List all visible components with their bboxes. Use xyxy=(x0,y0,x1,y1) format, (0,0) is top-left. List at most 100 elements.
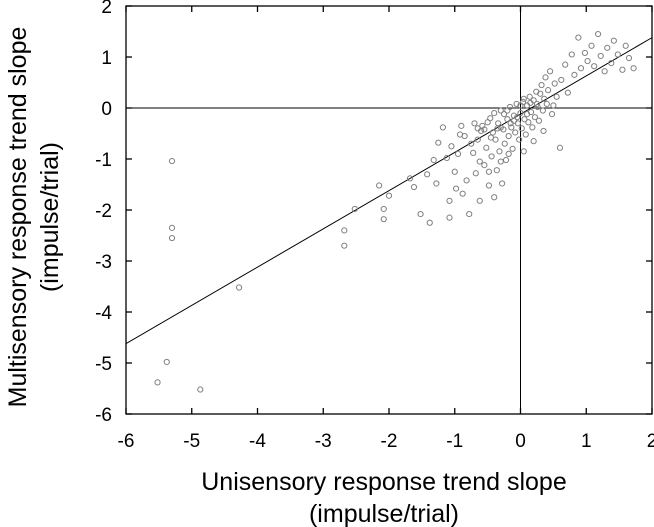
data-point xyxy=(163,358,170,366)
data-point xyxy=(463,177,470,184)
data-point xyxy=(608,60,615,67)
data-point xyxy=(539,107,546,114)
data-point xyxy=(498,180,506,187)
data-point xyxy=(630,65,637,72)
x-tick-label: -3 xyxy=(315,431,332,452)
data-point xyxy=(516,136,523,143)
data-point xyxy=(454,150,462,157)
data-point xyxy=(534,103,541,111)
data-point xyxy=(541,95,548,102)
data-point xyxy=(520,148,527,155)
data-point xyxy=(513,100,520,108)
data-point xyxy=(509,145,516,152)
data-point xyxy=(575,34,582,41)
y-tick-label: -6 xyxy=(95,405,112,426)
data-point xyxy=(553,93,560,100)
x-tick-label: 1 xyxy=(581,431,592,452)
data-point xyxy=(545,87,552,94)
y-tick-label: -1 xyxy=(95,150,112,171)
data-point xyxy=(604,44,611,51)
data-point xyxy=(551,80,558,87)
y-axis-title-line2: (impulse/trial) xyxy=(36,142,64,292)
data-point xyxy=(452,185,460,192)
data-point xyxy=(406,175,414,182)
data-point xyxy=(542,74,549,81)
data-point xyxy=(417,210,424,218)
data-point xyxy=(430,156,437,164)
data-point xyxy=(497,158,504,165)
data-point xyxy=(458,122,465,129)
data-point xyxy=(474,136,481,143)
axis-ticks xyxy=(125,5,653,415)
plot-frame xyxy=(125,5,653,415)
data-point xyxy=(446,214,453,221)
data-point xyxy=(622,42,629,49)
data-point xyxy=(562,61,569,68)
data-point xyxy=(380,216,387,223)
data-point xyxy=(424,171,431,178)
data-point xyxy=(496,148,503,155)
x-tick-label: -5 xyxy=(183,431,200,452)
data-point xyxy=(517,102,524,109)
data-point xyxy=(512,129,519,136)
data-point xyxy=(235,284,243,291)
data-point xyxy=(504,116,511,123)
data-point xyxy=(601,68,608,75)
data-point xyxy=(485,168,493,175)
data-point xyxy=(529,124,536,131)
data-point xyxy=(481,126,488,133)
y-tick-label: 1 xyxy=(101,48,112,69)
data-point xyxy=(584,57,591,65)
data-point xyxy=(446,197,453,204)
data-point xyxy=(571,71,578,78)
data-point xyxy=(484,119,491,126)
data-point xyxy=(521,116,528,123)
y-tick-label: -4 xyxy=(95,303,112,324)
data-point xyxy=(546,68,554,75)
x-tick-label: -1 xyxy=(446,431,463,452)
data-point xyxy=(568,51,575,58)
data-point xyxy=(448,143,455,150)
x-axis-title-line2: (impulse/trial) xyxy=(309,500,459,527)
data-point xyxy=(476,197,483,204)
data-point xyxy=(558,76,565,84)
data-point xyxy=(514,114,521,121)
data-point xyxy=(154,379,161,386)
data-point xyxy=(505,150,512,157)
x-tick-label: -6 xyxy=(118,431,135,452)
data-point xyxy=(518,125,525,132)
data-point xyxy=(459,190,466,197)
data-point xyxy=(564,89,571,96)
zero-lines xyxy=(126,6,652,414)
y-tick-label: -2 xyxy=(95,201,112,222)
data-point xyxy=(517,110,524,117)
data-point xyxy=(577,65,585,72)
data-point xyxy=(197,386,204,393)
data-point xyxy=(497,107,504,114)
data-point xyxy=(500,111,508,118)
data-point xyxy=(472,170,479,177)
data-point xyxy=(476,158,483,165)
data-point xyxy=(530,138,537,145)
data-point xyxy=(594,30,602,38)
x-axis-title-line1: Unisensory response trend slope xyxy=(201,468,566,496)
data-point xyxy=(435,139,442,146)
data-point xyxy=(376,182,383,189)
data-point xyxy=(485,182,493,189)
data-point xyxy=(543,100,550,108)
data-point xyxy=(507,120,514,127)
data-point xyxy=(597,52,604,60)
y-tick-label: 0 xyxy=(101,99,112,120)
data-point xyxy=(380,205,387,213)
data-point xyxy=(497,124,504,131)
x-tick-label: -2 xyxy=(381,431,398,452)
data-point xyxy=(533,100,541,108)
x-tick-label: -4 xyxy=(249,431,266,452)
data-point xyxy=(501,140,508,147)
y-tick-labels: -6 -5 -4 -3 -2 -1 0 1 2 xyxy=(95,0,112,426)
data-point xyxy=(505,132,512,140)
data-point xyxy=(483,144,490,151)
x-tick-label: 0 xyxy=(515,431,526,452)
data-point xyxy=(385,192,393,199)
